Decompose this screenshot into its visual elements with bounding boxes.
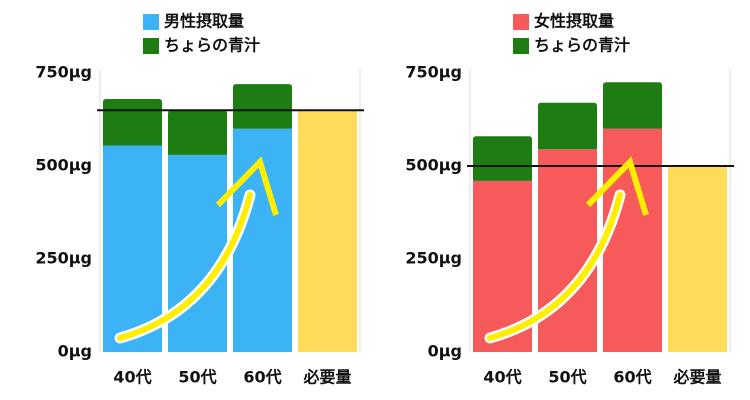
- y-tick-label: 750µg: [405, 63, 462, 82]
- bar-segment: [603, 128, 662, 352]
- y-tick-label: 250µg: [35, 249, 92, 268]
- x-tick-label: 50代: [178, 368, 216, 387]
- arrow-head: [585, 156, 649, 216]
- legend-swatch: [143, 38, 159, 54]
- bar-segment: [168, 154, 227, 352]
- x-tick-label: 60代: [243, 368, 281, 387]
- x-tick-label: 必要量: [672, 368, 721, 387]
- y-tick-label: 500µg: [405, 156, 462, 175]
- y-tick-label: 500µg: [35, 156, 92, 175]
- x-tick-label: 必要量: [302, 368, 351, 387]
- requirement-bar: [668, 166, 727, 352]
- bar-segment: [473, 136, 532, 181]
- legend-label: ちょらの青汁: [164, 36, 260, 55]
- legend-label: 女性摂取量: [534, 12, 614, 31]
- bar-segment: [603, 82, 662, 129]
- trend-arrow: [117, 192, 253, 341]
- x-tick-label: 50代: [548, 368, 586, 387]
- bar-segment: [103, 99, 162, 146]
- bar-segment: [103, 145, 162, 352]
- legend-swatch: [513, 14, 529, 30]
- x-tick-label: 40代: [483, 368, 521, 387]
- bar-segment: [233, 84, 292, 129]
- arrow-head: [215, 156, 279, 216]
- bar-segment: [233, 128, 292, 352]
- x-tick-label: 40代: [113, 368, 151, 387]
- y-tick-label: 250µg: [405, 249, 462, 268]
- trend-arrow: [487, 192, 623, 341]
- legend-swatch: [513, 38, 529, 54]
- y-tick-label: 0µg: [58, 342, 92, 361]
- legend-label: ちょらの青汁: [534, 36, 630, 55]
- legend-swatch: [143, 14, 159, 30]
- x-tick-label: 60代: [613, 368, 651, 387]
- y-tick-label: 0µg: [428, 342, 462, 361]
- bar-segment: [473, 180, 532, 352]
- legend-label: 男性摂取量: [164, 12, 244, 31]
- requirement-bar: [298, 110, 357, 352]
- bar-segment: [538, 102, 597, 150]
- bar-segment: [538, 149, 597, 352]
- y-tick-label: 750µg: [35, 63, 92, 82]
- bar-segment: [168, 110, 227, 155]
